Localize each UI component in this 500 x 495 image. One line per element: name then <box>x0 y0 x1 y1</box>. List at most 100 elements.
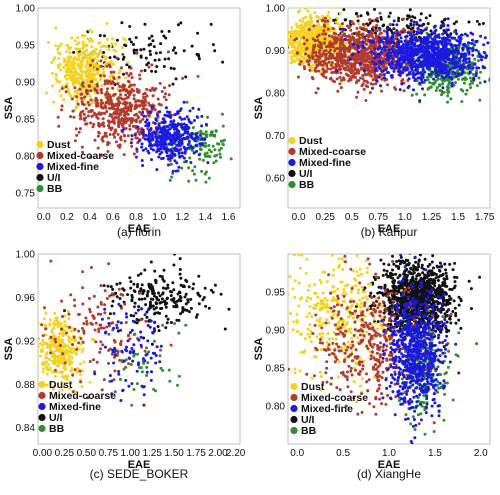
point-mixed-fine <box>415 21 418 24</box>
point-mixed-fine <box>452 55 455 58</box>
point-dust <box>78 73 81 76</box>
point-bb <box>191 169 194 172</box>
point-mixed-fine <box>449 68 452 71</box>
point-u-i <box>173 67 176 70</box>
point-mixed-coarse <box>82 85 85 88</box>
point-mixed-coarse <box>124 98 127 101</box>
point-mixed-coarse <box>127 134 130 137</box>
point-mixed-fine <box>474 74 477 77</box>
point-bb <box>431 82 434 85</box>
point-mixed-coarse <box>181 77 184 80</box>
point-u-i <box>420 12 423 15</box>
point-dust <box>307 10 310 13</box>
point-mixed-coarse <box>105 96 108 99</box>
point-mixed-coarse <box>312 37 315 40</box>
y-tick-label: 0.60 <box>266 174 286 185</box>
point-mixed-fine <box>471 54 474 57</box>
point-mixed-fine <box>183 126 186 129</box>
point-mixed-coarse <box>336 47 339 50</box>
point-bb <box>447 83 450 86</box>
point-mixed-fine <box>454 44 457 47</box>
x-tick-label: 1.5 <box>451 212 465 223</box>
point-mixed-fine <box>446 42 449 45</box>
point-mixed-coarse <box>324 17 327 20</box>
point-u-i <box>392 27 395 30</box>
point-mixed-fine <box>393 67 396 70</box>
point-mixed-coarse <box>120 66 123 69</box>
point-mixed-coarse <box>136 52 139 55</box>
point-mixed-fine <box>176 148 179 151</box>
point-mixed-fine <box>149 133 152 136</box>
point-mixed-fine <box>435 75 438 78</box>
point-mixed-coarse <box>308 69 311 72</box>
point-u-i <box>126 293 129 296</box>
point-mixed-fine <box>158 125 161 128</box>
point-mixed-fine <box>457 50 460 53</box>
point-mixed-coarse <box>350 76 353 79</box>
point-u-i <box>63 309 66 312</box>
point-mixed-fine <box>421 87 424 90</box>
point-u-i <box>155 301 158 304</box>
point-mixed-coarse <box>363 28 366 31</box>
point-u-i <box>172 49 175 52</box>
point-u-i <box>111 305 114 308</box>
point-mixed-fine <box>198 142 201 145</box>
point-u-i <box>214 284 217 287</box>
point-dust <box>325 3 328 6</box>
point-mixed-fine <box>172 119 175 122</box>
point-u-i <box>128 25 131 28</box>
point-bb <box>219 156 222 159</box>
point-mixed-fine <box>192 107 195 110</box>
point-u-i <box>198 302 201 305</box>
point-mixed-coarse <box>360 84 363 87</box>
point-u-i <box>163 65 166 68</box>
point-mixed-fine <box>419 39 422 42</box>
point-mixed-coarse <box>347 80 350 83</box>
point-u-i <box>110 285 113 288</box>
point-mixed-coarse <box>333 36 336 39</box>
point-mixed-fine <box>173 141 176 144</box>
point-mixed-fine <box>378 45 381 48</box>
point-mixed-coarse <box>337 64 340 67</box>
point-dust <box>51 72 54 75</box>
point-mixed-coarse <box>316 55 319 58</box>
point-mixed-fine <box>386 27 389 30</box>
point-u-i <box>174 52 177 55</box>
point-mixed-fine <box>454 29 457 32</box>
point-mixed-fine <box>180 123 183 126</box>
point-mixed-fine <box>163 121 166 124</box>
point-mixed-coarse <box>330 57 333 60</box>
point-u-i <box>430 30 433 33</box>
point-u-i <box>182 284 185 287</box>
point-dust <box>75 71 78 74</box>
point-mixed-fine <box>392 45 395 48</box>
point-mixed-coarse <box>371 68 374 71</box>
point-mixed-fine <box>377 76 380 79</box>
point-mixed-fine <box>172 170 175 173</box>
point-mixed-fine <box>378 27 381 30</box>
point-dust <box>75 106 78 109</box>
point-mixed-fine <box>142 129 145 132</box>
point-mixed-fine <box>472 48 475 51</box>
point-mixed-fine <box>415 33 418 36</box>
point-mixed-coarse <box>372 78 375 81</box>
point-u-i <box>180 296 183 299</box>
point-bb <box>169 179 172 182</box>
point-u-i <box>409 24 412 27</box>
point-mixed-coarse <box>168 84 171 87</box>
point-dust <box>279 39 282 42</box>
point-mixed-coarse <box>148 115 151 118</box>
point-mixed-coarse <box>351 33 354 36</box>
point-mixed-fine <box>378 61 381 64</box>
point-u-i <box>156 311 159 314</box>
point-mixed-fine <box>427 52 430 55</box>
point-mixed-fine <box>388 49 391 52</box>
point-mixed-coarse <box>142 107 145 110</box>
point-dust <box>317 23 320 26</box>
point-mixed-fine <box>447 28 450 31</box>
point-mixed-fine <box>183 123 186 126</box>
point-u-i <box>171 281 174 284</box>
point-mixed-coarse <box>138 74 141 77</box>
point-bb <box>192 126 195 129</box>
x-tick-label: 0.5 <box>345 212 359 223</box>
